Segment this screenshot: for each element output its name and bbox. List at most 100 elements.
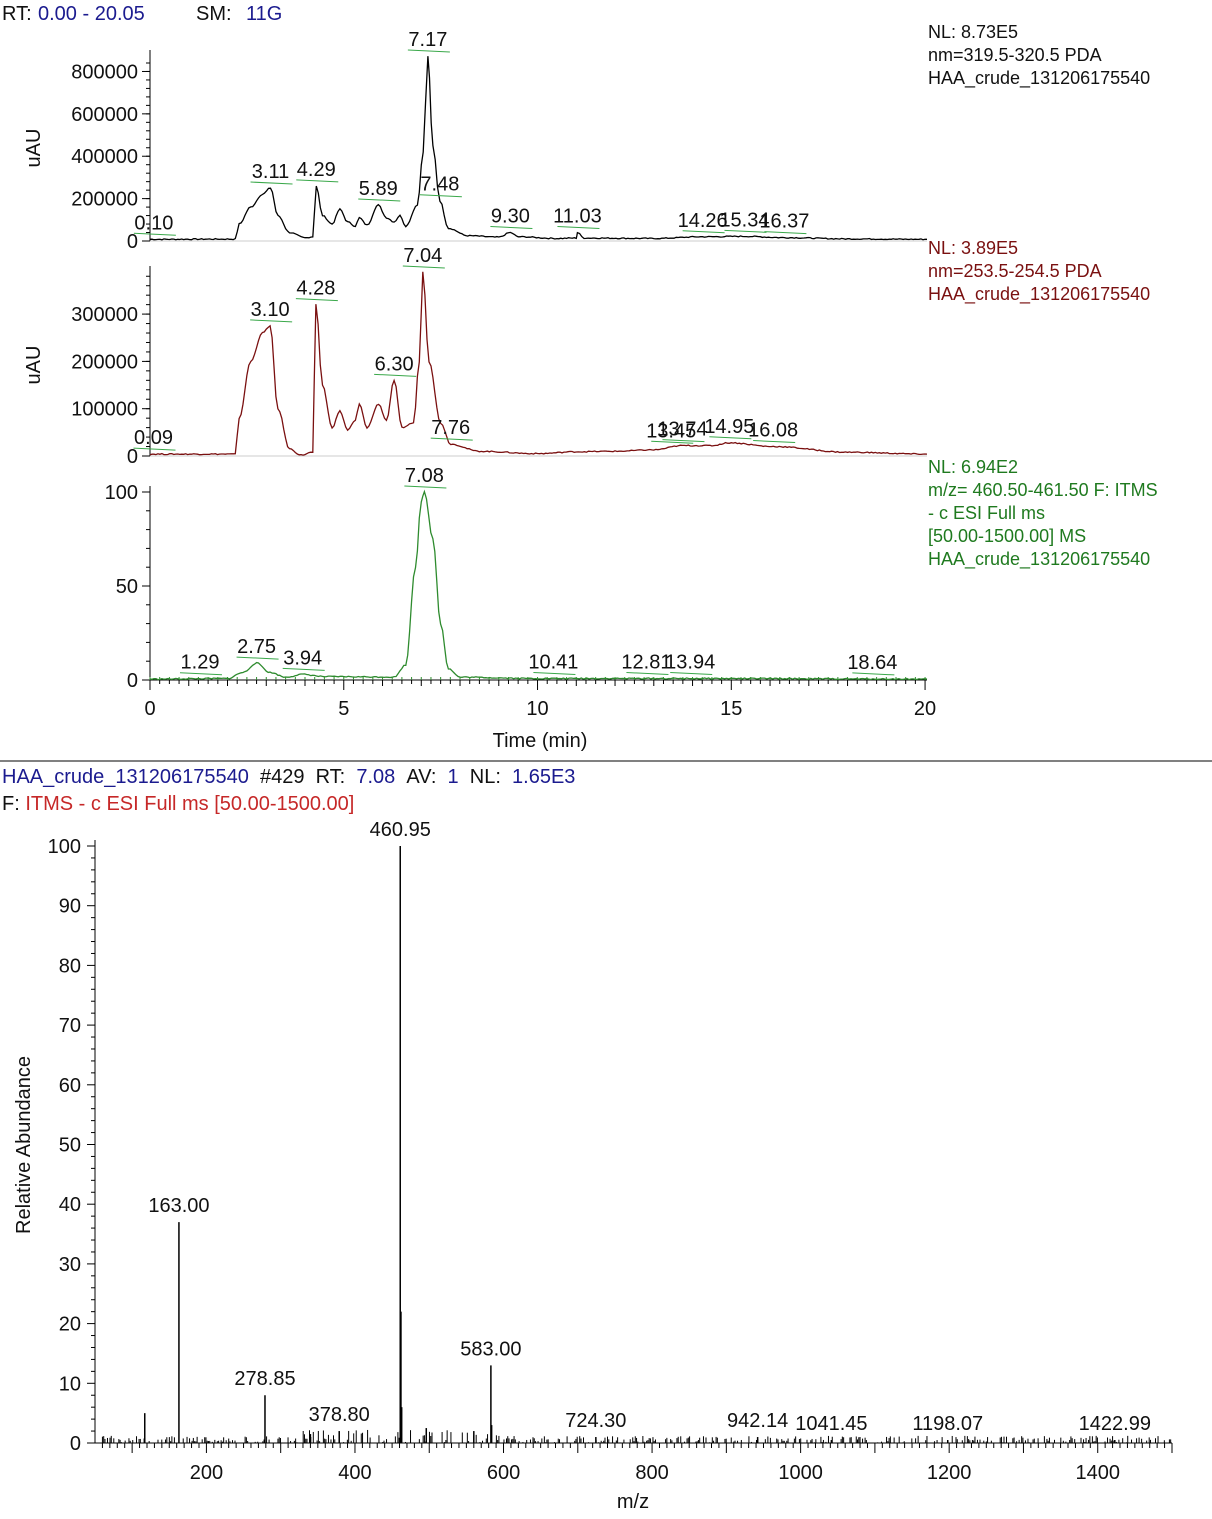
spectrum-title-line2: F: ITMS - c ESI Full ms [50.00-1500.00]	[2, 793, 354, 815]
peak-marker	[724, 229, 767, 233]
peak-label: 18.64	[847, 652, 897, 674]
peak-marker	[250, 319, 293, 323]
y-tick-label: 70	[59, 1015, 81, 1037]
y-tick-label: 60	[59, 1075, 81, 1097]
peak-marker	[430, 437, 473, 441]
peak-label: 3.11	[252, 161, 289, 183]
title-span: RT:	[304, 766, 345, 788]
y-tick-label: 80	[59, 955, 81, 977]
x-tick-label: 600	[487, 1462, 520, 1484]
peak-label: 0.09	[134, 427, 173, 449]
rt-value: 0.00 - 20.05	[38, 3, 145, 25]
peak-marker	[651, 440, 694, 444]
peak-marker	[753, 440, 796, 444]
peak-label: 16.08	[748, 420, 798, 442]
peak-marker	[670, 671, 713, 675]
peak-label: 0.10	[134, 212, 173, 234]
peak-label: 6.30	[375, 353, 414, 375]
peak-marker	[407, 49, 450, 53]
chromatogram-panel-ms-xic: 0 50 100 0 5 10 15 20 Time (min) 1.29 2.75 3.94 7.08…	[105, 457, 1158, 752]
x-tick-label: 5	[338, 698, 349, 720]
y-tick-label: 300000	[71, 304, 138, 326]
y-tick-label: 400000	[71, 146, 138, 168]
y-axis-label: Relative Abundance	[13, 1056, 35, 1234]
spectrum-header: HAA_crude_131206175540 #429 RT: 7.08 AV:…	[2, 766, 575, 815]
chromatogram-panel-pda-320: 0 200000 400000 600000 800000 uAU 0.10 3.11 4.29…	[23, 22, 1150, 253]
chromatogram-trace	[149, 56, 927, 241]
sm-value: 11G	[246, 3, 282, 25]
trace-info-line: HAA_crude_131206175540	[928, 68, 1150, 89]
x-tick-label: 400	[338, 1462, 371, 1484]
y-tick-label: 0	[127, 670, 138, 692]
chromatogram-trace	[149, 271, 928, 456]
peak-label: 14.26	[678, 210, 728, 232]
y-tick-label: 200000	[71, 351, 138, 373]
peak-label: 13.94	[665, 651, 715, 673]
peak-label: 7.76	[431, 417, 470, 439]
x-tick-label: 15	[720, 698, 742, 720]
x-tick-label: 800	[635, 1462, 668, 1484]
y-tick-label: 200000	[71, 189, 138, 211]
trace-info-line: HAA_crude_131206175540	[928, 284, 1150, 305]
peak-marker	[852, 672, 895, 676]
peak-label: 4.28	[296, 278, 335, 300]
x-axis-label: Time (min)	[493, 730, 588, 752]
peak-label: 1.29	[181, 652, 220, 674]
peak-label: 4.29	[297, 159, 336, 181]
peak-label: 13.45	[646, 420, 696, 442]
peak-marker	[133, 232, 176, 236]
peak-label: 7.04	[403, 245, 442, 267]
peak-marker	[490, 226, 533, 230]
peak-label: 378.80	[309, 1404, 370, 1426]
peak-marker	[626, 671, 669, 675]
trace-info-line: HAA_crude_131206175540	[928, 549, 1150, 570]
y-tick-label: 90	[59, 896, 81, 918]
peak-label: 10.41	[528, 651, 578, 673]
title-span: ITMS - c ESI Full ms [50.00-1500.00]	[25, 793, 354, 815]
x-tick-label: 20	[914, 698, 936, 720]
peak-label: 278.85	[234, 1368, 295, 1390]
spectrum-title-line1: HAA_crude_131206175540 #429 RT: 7.08 AV:…	[2, 766, 575, 788]
y-tick-label: 30	[59, 1254, 81, 1276]
y-axis-label: uAU	[23, 129, 45, 168]
peak-marker	[402, 265, 445, 269]
peak-label: 16.37	[759, 211, 809, 233]
trace-info-line: m/z= 460.50-461.50 F: ITMS	[928, 480, 1158, 500]
y-tick-label: 20	[59, 1314, 81, 1336]
peak-label: 724.30	[565, 1410, 626, 1432]
peak-label: 14.95	[704, 416, 754, 438]
x-axis-label: m/z	[617, 1491, 649, 1513]
peak-marker	[358, 198, 401, 202]
x-tick-label: 1200	[927, 1462, 972, 1484]
y-tick-label: 100	[48, 836, 81, 858]
peak-label: 7.08	[405, 465, 444, 487]
peak-label: 13.74	[657, 419, 707, 441]
header-line: RT: 0.00 - 20.05 SM: 11G	[2, 3, 282, 25]
peak-label: 942.14	[727, 1410, 788, 1432]
peak-label: 2.75	[237, 636, 276, 658]
peak-label: 11.03	[553, 206, 602, 228]
trace-info-line: NL: 8.73E5	[928, 22, 1018, 42]
peak-marker	[682, 230, 725, 234]
peak-marker	[133, 447, 176, 451]
y-tick-label: 10	[59, 1373, 81, 1395]
y-tick-label: 800000	[71, 61, 138, 83]
rt-label: RT:	[2, 3, 32, 25]
peak-label: 1041.45	[795, 1413, 867, 1435]
y-tick-label: 0	[70, 1433, 81, 1455]
title-span: HAA_crude_131206175540	[2, 766, 249, 788]
peak-label: 12.81	[621, 651, 671, 673]
peak-label: 15.34	[719, 209, 769, 231]
title-span: 1.65E3	[501, 766, 576, 788]
y-tick-label: 50	[116, 576, 138, 598]
title-span: 1	[436, 766, 458, 788]
trace-info-line: [50.00-1500.00] MS	[928, 526, 1086, 546]
peak-marker	[295, 298, 338, 302]
peak-marker	[236, 656, 279, 660]
y-tick-label: 600000	[71, 104, 138, 126]
peak-label: 5.89	[359, 178, 398, 200]
y-axis-label: uAU	[23, 346, 45, 385]
peak-label: 1198.07	[912, 1413, 983, 1435]
trace-info-line: NL: 6.94E2	[928, 457, 1018, 477]
x-tick-label: 200	[190, 1462, 223, 1484]
